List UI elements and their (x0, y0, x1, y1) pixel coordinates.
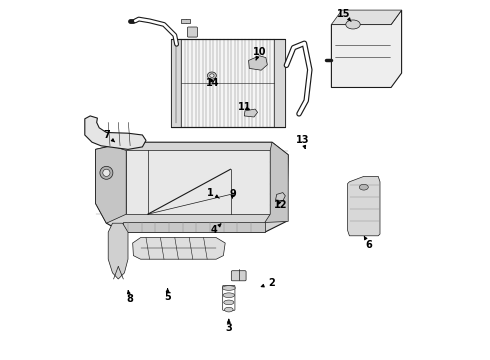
Text: 7: 7 (103, 130, 115, 142)
Polygon shape (274, 39, 285, 127)
Polygon shape (108, 223, 128, 279)
Polygon shape (133, 238, 225, 259)
Ellipse shape (210, 74, 214, 77)
FancyBboxPatch shape (231, 271, 246, 281)
Text: 2: 2 (261, 278, 275, 288)
Ellipse shape (222, 286, 235, 290)
Text: 10: 10 (253, 47, 266, 60)
Polygon shape (275, 193, 285, 201)
Polygon shape (171, 39, 285, 127)
Ellipse shape (224, 300, 234, 305)
Text: 13: 13 (296, 135, 309, 149)
Text: 4: 4 (211, 224, 221, 235)
Polygon shape (85, 116, 146, 149)
Polygon shape (96, 146, 126, 223)
Ellipse shape (223, 293, 235, 298)
Polygon shape (347, 176, 380, 236)
Text: 9: 9 (229, 189, 236, 199)
Ellipse shape (359, 184, 368, 190)
Text: 5: 5 (164, 289, 171, 302)
FancyBboxPatch shape (181, 19, 190, 23)
Polygon shape (171, 39, 181, 127)
Text: 14: 14 (206, 78, 220, 88)
Polygon shape (331, 10, 402, 24)
Text: 6: 6 (364, 237, 372, 250)
Text: 15: 15 (337, 9, 351, 22)
Polygon shape (248, 56, 268, 70)
Text: 1: 1 (207, 188, 219, 198)
Polygon shape (126, 150, 270, 214)
Polygon shape (331, 10, 402, 87)
Text: 12: 12 (274, 200, 288, 210)
Polygon shape (122, 222, 265, 232)
Text: 11: 11 (238, 102, 252, 112)
Polygon shape (245, 109, 258, 117)
Text: 8: 8 (126, 291, 133, 304)
Ellipse shape (346, 20, 360, 29)
Circle shape (100, 166, 113, 179)
Polygon shape (265, 142, 288, 222)
Ellipse shape (224, 307, 233, 312)
FancyBboxPatch shape (187, 27, 197, 37)
Text: 3: 3 (225, 319, 232, 333)
Polygon shape (96, 142, 288, 232)
Circle shape (103, 169, 110, 176)
Ellipse shape (207, 72, 217, 79)
